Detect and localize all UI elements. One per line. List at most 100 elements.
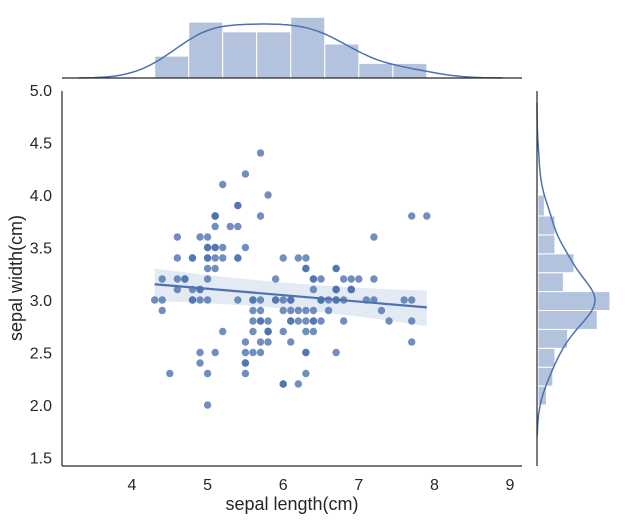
scatter-point: [219, 180, 227, 189]
scatter-point: [294, 317, 303, 325]
scatter-point: [408, 317, 416, 325]
y-tick-label: 3.5: [30, 241, 52, 258]
scatter-point: [279, 296, 287, 304]
right-histogram-bar: [537, 234, 556, 255]
scatter-point: [249, 327, 257, 336]
scatter-point: [264, 191, 272, 199]
scatter-point: [211, 264, 219, 273]
scatter-point: [400, 296, 408, 304]
scatter-point: [302, 317, 310, 325]
scatter-point: [196, 233, 204, 241]
scatter-point: [302, 327, 310, 336]
y-tick-labels: 1.5 2.0 2.5 3.0 3.5 4.0 4.5 5.0: [30, 83, 52, 468]
right-histogram-bar: [537, 366, 554, 387]
scatter-point: [302, 369, 310, 378]
scatter-point: [287, 338, 295, 346]
scatter-point: [241, 243, 250, 252]
scatter-point: [317, 317, 325, 325]
right-kde-curve: [536, 102, 596, 437]
scatter-point: [196, 359, 204, 367]
scatter-point: [188, 254, 197, 262]
scatter-point: [173, 285, 182, 294]
scatter-point: [408, 296, 416, 304]
scatter-point: [302, 254, 310, 262]
scatter-point: [241, 369, 250, 378]
scatter-point: [219, 243, 227, 252]
scatter-point: [279, 306, 287, 315]
top-marginal-histogram: [154, 16, 428, 79]
scatter-point: [249, 348, 257, 357]
scatter-point: [219, 327, 227, 336]
x-tick-label: 4: [128, 477, 137, 494]
scatter-point: [256, 348, 265, 357]
scatter-point: [347, 275, 355, 283]
scatter-point: [271, 275, 280, 283]
scatter-point: [203, 243, 212, 252]
x-axis-label: sepal length(cm): [225, 494, 358, 514]
scatter-point: [294, 306, 303, 315]
y-tick-label: 3.0: [30, 293, 52, 310]
scatter-point: [264, 327, 272, 336]
scatter-point: [309, 275, 318, 283]
scatter-point: [211, 243, 219, 252]
scatter-point: [271, 296, 280, 304]
scatter-point: [309, 285, 318, 294]
scatter-point: [332, 348, 340, 357]
y-axis-label: sepal width(cm): [6, 215, 26, 341]
x-tick-label: 6: [279, 477, 288, 494]
scatter-point: [256, 317, 265, 325]
scatter-point: [203, 296, 212, 304]
x-tick-label: 5: [203, 477, 212, 494]
scatter-point: [332, 264, 340, 273]
scatter-point: [196, 296, 204, 304]
scatter-point: [264, 317, 272, 325]
scatter-point: [166, 369, 174, 378]
scatter-point: [256, 296, 265, 304]
x-tick-label: 7: [354, 477, 363, 494]
right-histogram-bar: [537, 347, 556, 368]
scatter-point: [294, 380, 303, 388]
scatter-point: [211, 348, 219, 357]
x-tick-label: 9: [506, 477, 515, 494]
scatter-point: [332, 285, 340, 294]
y-tick-label: 4.0: [30, 188, 52, 205]
scatter-point: [219, 254, 227, 262]
scatter-point: [339, 275, 348, 283]
scatter-point: [287, 317, 295, 325]
scatter-point: [279, 380, 287, 388]
scatter-point: [158, 275, 166, 283]
scatter-point: [203, 369, 212, 378]
scatter-point: [203, 264, 212, 273]
scatter-point: [173, 233, 182, 241]
right-histogram-bar: [537, 194, 545, 217]
scatter-point: [234, 296, 242, 304]
right-histogram-bar: [537, 291, 611, 312]
scatter-point: [234, 254, 242, 262]
scatter-point: [309, 306, 318, 315]
scatter-point: [234, 201, 242, 210]
regression-line: [154, 283, 427, 309]
scatter-point: [423, 212, 431, 220]
scatter-point: [203, 254, 212, 262]
y-tick-label: 1.5: [30, 451, 52, 468]
scatter-point: [302, 306, 310, 315]
y-tick-label: 4.5: [30, 136, 52, 153]
scatter-point: [294, 254, 303, 262]
scatter-point: [196, 348, 204, 357]
right-histogram-bar: [537, 328, 569, 349]
scatter-point: [173, 254, 182, 262]
top-histogram-bar: [324, 43, 360, 79]
top-histogram-bar: [290, 16, 326, 79]
top-histogram-bar: [256, 31, 292, 79]
scatter-point: [211, 212, 219, 220]
scatter-point: [203, 233, 212, 241]
scatter-point: [226, 222, 234, 231]
scatter-point: [150, 296, 159, 304]
scatter-point: [347, 285, 355, 294]
scatter-point: [370, 275, 378, 283]
scatter-point: [408, 212, 416, 220]
right-histogram-bar: [537, 215, 556, 236]
scatter-point: [241, 170, 250, 178]
scatter-point: [339, 317, 348, 325]
